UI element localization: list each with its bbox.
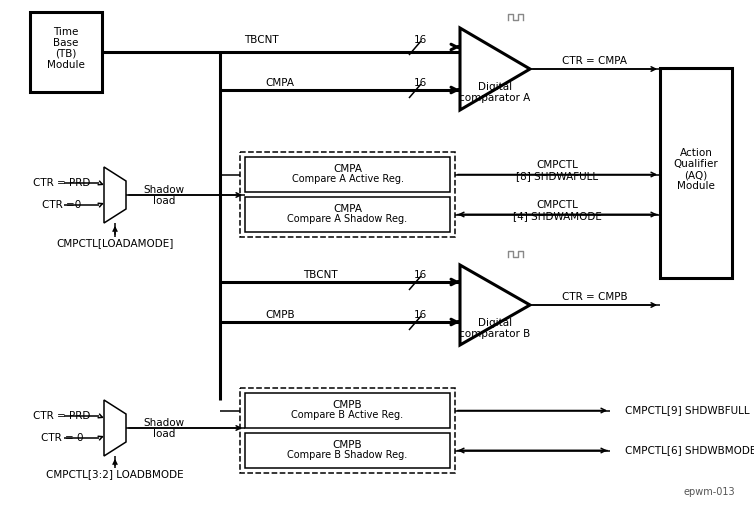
Text: CTR = CMPA: CTR = CMPA (562, 56, 627, 66)
Text: 16: 16 (413, 78, 427, 88)
Text: Shadow: Shadow (143, 418, 185, 428)
Text: CMPA: CMPA (333, 204, 362, 214)
Text: Module: Module (677, 181, 715, 191)
Text: CMPB: CMPB (333, 441, 363, 451)
Text: comparator B: comparator B (459, 329, 531, 339)
Text: load: load (153, 429, 175, 439)
Text: TBCNT: TBCNT (302, 270, 337, 280)
Text: Action: Action (679, 148, 713, 158)
Text: CMPCTL[LOADAMODE]: CMPCTL[LOADAMODE] (57, 238, 173, 248)
Text: CMPCTL[9] SHDWBFULL: CMPCTL[9] SHDWBFULL (625, 406, 749, 416)
Text: CMPA: CMPA (333, 164, 362, 174)
Bar (245, 393, 450, 428)
Polygon shape (104, 400, 126, 456)
Text: CMPCTL[3:2] LOADBMODE: CMPCTL[3:2] LOADBMODE (46, 469, 184, 479)
Text: Compare A Shadow Reg.: Compare A Shadow Reg. (287, 214, 408, 225)
Bar (245, 433, 450, 468)
Text: Qualifier: Qualifier (673, 159, 719, 169)
Text: Compare B Shadow Reg.: Compare B Shadow Reg. (287, 451, 408, 460)
Text: CTR = PRD: CTR = PRD (33, 411, 90, 421)
Text: Module: Module (47, 60, 85, 70)
Text: CMPCTL: CMPCTL (537, 200, 578, 210)
Text: CMPCTL[6] SHDWBMODE: CMPCTL[6] SHDWBMODE (625, 446, 754, 455)
Text: Shadow: Shadow (143, 185, 185, 195)
Text: 16: 16 (413, 270, 427, 280)
Text: 16: 16 (413, 310, 427, 320)
Text: [8] SHDWAFULL: [8] SHDWAFULL (516, 171, 599, 182)
Text: CMPB: CMPB (265, 310, 295, 320)
Text: CTR =0: CTR =0 (42, 200, 81, 210)
Text: Digital: Digital (478, 82, 512, 92)
Bar (245, 197, 450, 232)
Text: Digital: Digital (478, 318, 512, 328)
Text: CTR = 0: CTR = 0 (41, 433, 83, 443)
Text: load: load (153, 196, 175, 206)
Text: (TB): (TB) (55, 49, 77, 59)
Bar (660, 68, 732, 278)
Text: CMPA: CMPA (265, 78, 295, 88)
Bar (240, 388, 455, 473)
Text: (AQ): (AQ) (685, 170, 707, 180)
Text: CMPCTL: CMPCTL (537, 161, 578, 170)
Bar (30, 12, 102, 92)
Text: epwm-013: epwm-013 (683, 487, 735, 497)
Text: CTR = CMPB: CTR = CMPB (562, 292, 628, 302)
Bar (240, 152, 455, 237)
Text: 16: 16 (413, 35, 427, 45)
Text: TBCNT: TBCNT (244, 35, 278, 45)
Text: Base: Base (54, 38, 78, 48)
Text: Time: Time (54, 27, 78, 37)
Polygon shape (460, 265, 530, 345)
Text: comparator A: comparator A (459, 93, 531, 103)
Polygon shape (460, 28, 530, 110)
Polygon shape (104, 167, 126, 223)
Text: CMPB: CMPB (333, 401, 363, 411)
Text: Compare B Active Reg.: Compare B Active Reg. (292, 411, 403, 420)
Bar (245, 157, 450, 192)
Text: Compare A Active Reg.: Compare A Active Reg. (292, 174, 403, 185)
Text: [4] SHDWAMODE: [4] SHDWAMODE (513, 211, 602, 222)
Text: CTR = PRD: CTR = PRD (33, 178, 90, 188)
